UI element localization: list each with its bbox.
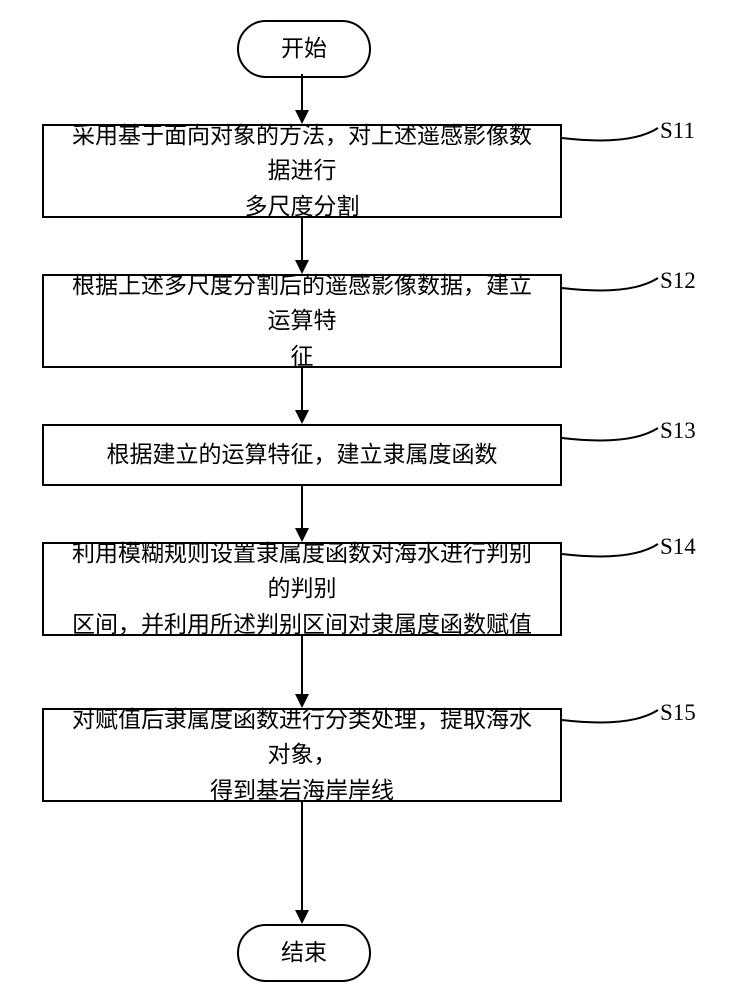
connector-curve — [562, 128, 658, 140]
connector-curve — [562, 710, 658, 722]
flowchart-canvas: 开始 采用基于面向对象的方法，对上述遥感影像数据进行多尺度分割 根据上述多尺度分… — [0, 0, 735, 1000]
connector-curves — [0, 0, 735, 1000]
connector-curve — [562, 428, 658, 440]
connector-curve — [562, 544, 658, 556]
connector-curve — [562, 278, 658, 290]
